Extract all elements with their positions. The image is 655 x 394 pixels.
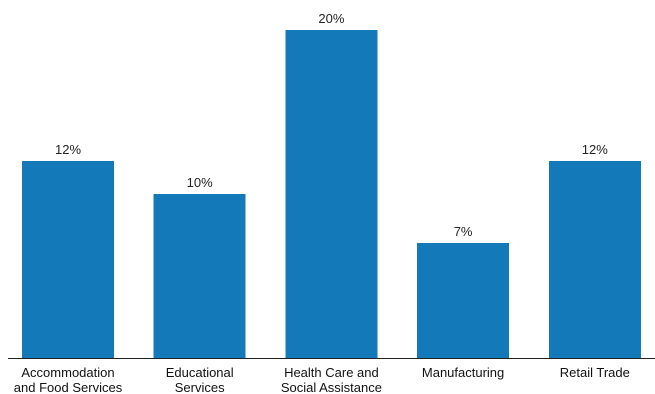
x-tick-label-line: Accommodation [21, 365, 114, 380]
x-tick-label-3: Manufacturing [422, 365, 504, 380]
x-tick-label-line: Educational [166, 365, 234, 380]
x-tick-label-line: Health Care and [284, 365, 379, 380]
value-label-3: 7% [454, 224, 473, 239]
x-tick-label-line: Social Assistance [281, 380, 382, 394]
x-tick-label-line: Services [175, 380, 225, 394]
value-labels-group: 12% 10% 20% 7% 12% [55, 11, 608, 239]
bar-3 [417, 243, 510, 358]
bar-1 [153, 194, 246, 358]
value-label-0: 12% [55, 142, 81, 157]
x-tick-label-line: Retail Trade [560, 365, 630, 380]
value-label-1: 10% [187, 175, 213, 190]
bar-0 [22, 161, 114, 358]
x-tick-label-2: Health Care and Social Assistance [281, 365, 382, 394]
x-tick-labels-group: Accommodation and Food Services Educationa… [14, 365, 630, 394]
value-label-2: 20% [318, 11, 344, 26]
x-tick-label-line: and Food Services [14, 380, 123, 394]
bar-4 [548, 161, 641, 358]
bar-2 [285, 30, 378, 358]
x-tick-label-1: Educational Services [166, 365, 234, 394]
x-tick-label-4: Retail Trade [560, 365, 630, 380]
value-label-4: 12% [582, 142, 608, 157]
x-tick-label-0: Accommodation and Food Services [14, 365, 123, 394]
x-tick-label-line: Manufacturing [422, 365, 504, 380]
bars-group [22, 30, 641, 358]
